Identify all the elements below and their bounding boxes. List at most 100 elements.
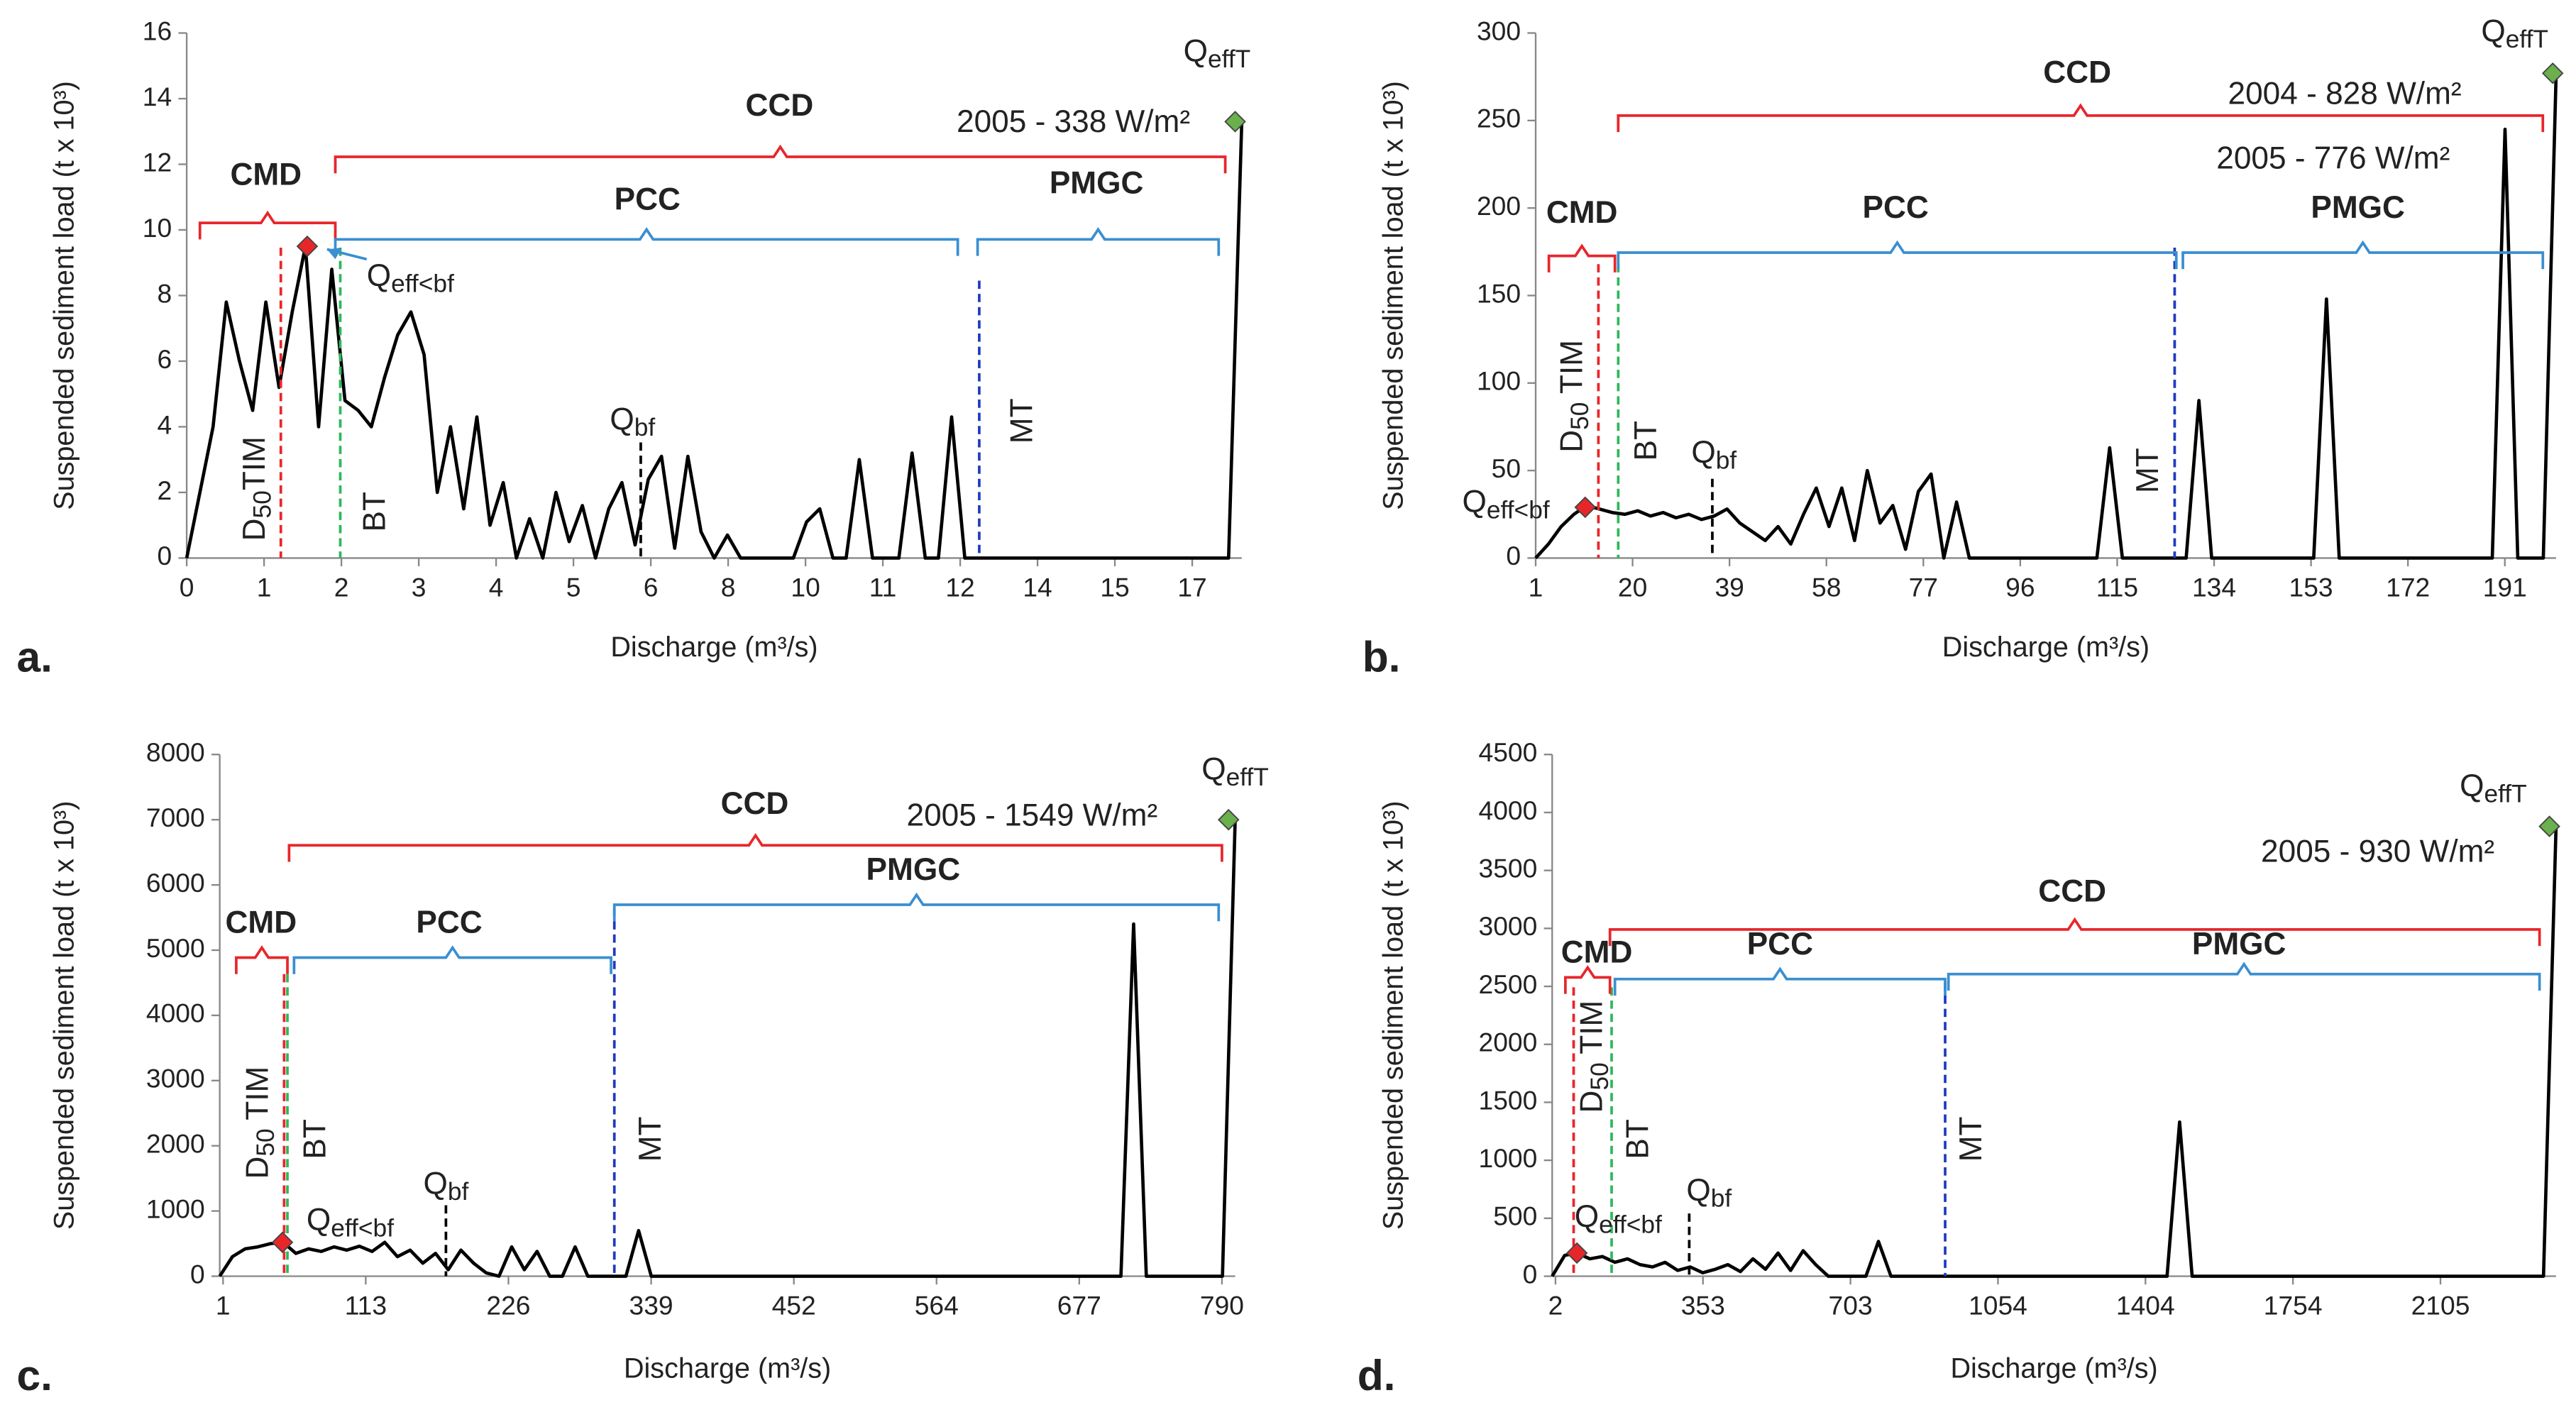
point-label-main: Q [307,1202,331,1237]
note: 2005 - 930 W/m² [2261,834,2494,869]
x-tick-label: 2 [1548,1291,1563,1321]
reference-label-main: Q [610,402,634,436]
point-label-sub: eff<bf [1599,1211,1662,1239]
point-marker [1574,496,1597,519]
point-label-sub: effT [2484,781,2527,808]
bracket [334,144,1227,174]
bracket [1617,240,2178,270]
x-axis-title: Discharge (m³/s) [624,1353,831,1384]
reference-label-main: D [237,518,272,541]
y-axis-title: Suspended sediment load (t x 10³) [1378,81,1409,510]
x-tick-label: 790 [1200,1291,1244,1321]
reference-label: Qbf [1691,435,1736,475]
x-axis-title: Discharge (m³/s) [1942,632,2150,663]
x-tick-label: 10 [791,572,820,602]
reference-label: BT [298,1119,333,1159]
x-tick-label: 226 [486,1291,530,1321]
point-label: Qeff<bf [367,258,454,298]
x-tick-label: 14 [1023,572,1052,602]
y-axis-title: Suspended sediment load (t x 10³) [1378,801,1409,1230]
x-tick-label: 3 [412,572,426,602]
bracket-label: PMGC [866,852,961,887]
bracket [1613,966,1947,996]
note: 2005 - 1549 W/m² [907,798,1158,832]
x-tick-label: 58 [1812,572,1841,602]
y-tick-label: 200 [1477,191,1521,221]
point-marker [1224,111,1246,133]
reference-label-main: Q [423,1166,447,1201]
reference-label-main: Q [1691,435,1715,470]
reference-label-rest: TIM [237,436,272,490]
point-label: Qeff<bf [1575,1199,1662,1239]
y-tick-label: 0 [1523,1259,1538,1289]
y-tick-label: 8 [157,278,172,308]
bracket [1608,917,2541,947]
y-tick-label: 6000 [146,868,205,898]
y-tick-label: 2000 [146,1129,205,1159]
y-tick-label: 0 [190,1259,205,1289]
x-tick-label: 677 [1057,1291,1101,1321]
x-tick-label: 1754 [2264,1291,2323,1321]
x-tick-label: 134 [2192,572,2236,602]
bracket [334,227,959,256]
bracket-label: PCC [1863,190,1929,225]
reference-label-sub: bf [634,414,656,441]
x-tick-label: 339 [629,1291,673,1321]
y-tick-label: 300 [1477,16,1521,45]
reference-label: D50 TIM [1554,340,1594,453]
panel-label: d. [1358,1351,1396,1399]
bracket-label: CCD [2043,55,2111,89]
reference-label: BT [357,492,392,531]
y-tick-label: 0 [157,541,172,571]
point-label-main: Q [367,258,391,293]
x-tick-label: 96 [2005,572,2035,602]
y-tick-label: 7000 [146,803,205,832]
x-tick-label: 115 [2096,572,2138,602]
reference-label-sub: 50 [252,1128,280,1156]
y-tick-label: 2500 [1479,969,1538,999]
reference-label: Qbf [423,1166,468,1206]
note: 2004 - 828 W/m² [2228,77,2462,111]
x-tick-label: 564 [915,1291,959,1321]
bracket [1617,103,2545,133]
bracket-label: CMD [1546,195,1618,230]
point-marker [2538,815,2560,837]
bracket [976,227,1221,256]
y-tick-label: 2 [157,475,172,505]
x-tick-label: 12 [945,572,974,602]
point-label-main: Q [1184,33,1208,68]
bracket [612,892,1221,922]
reference-label-rest: TIM [1574,1001,1609,1063]
panel-label: a. [16,633,52,681]
y-tick-label: 4 [157,409,172,439]
y-tick-label: 1500 [1479,1085,1538,1115]
point-label: QeffT [1201,751,1269,791]
y-tick-label: 500 [1493,1201,1537,1231]
x-tick-label: 5 [566,572,581,602]
bracket-label: CMD [1561,935,1633,969]
x-tick-label: 172 [2386,572,2430,602]
y-tick-label: 14 [143,82,172,111]
bracket [1547,243,1617,272]
point-marker [1565,1242,1588,1264]
arrow-head [326,248,342,260]
note: 2005 - 776 W/m² [2216,140,2450,175]
bracket-label: CCD [2038,874,2106,908]
point-label: QeffT [1184,33,1251,73]
bracket-label: CMD [225,905,297,940]
bracket-label: PMGC [2311,190,2405,225]
reference-label-sub: bf [1716,447,1737,475]
point-marker [271,1231,294,1254]
bracket [1564,965,1612,994]
x-tick-label: 15 [1100,572,1129,602]
bracket-label: PMGC [2192,927,2286,962]
bracket-label: CCD [746,88,814,123]
x-tick-label: 1 [1529,572,1543,602]
reference-label-main: D [1574,1091,1609,1113]
bracket [1947,962,2541,991]
x-tick-label: 452 [772,1291,816,1321]
y-tick-label: 6 [157,344,172,374]
y-tick-label: 4000 [1479,795,1538,825]
x-tick-label: 8 [721,572,736,602]
x-tick-label: 1054 [1969,1291,2027,1321]
